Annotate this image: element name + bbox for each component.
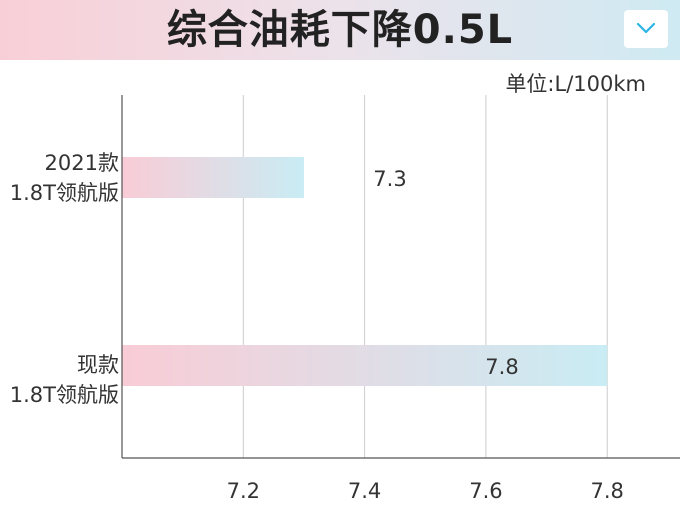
category-label-2021: 2021款 1.8T领航版 <box>4 148 119 208</box>
category-label-2021-line2: 1.8T领航版 <box>9 181 119 205</box>
x-tick-label: 7.4 <box>348 479 381 503</box>
x-tick-label: 7.6 <box>469 479 502 503</box>
category-label-2021-line1: 2021款 <box>44 151 119 175</box>
bar <box>122 157 304 198</box>
chevron-down-icon <box>636 22 656 34</box>
bar <box>122 345 608 386</box>
data-label: 7.8 <box>485 355 518 379</box>
data-label: 7.3 <box>373 167 406 191</box>
category-label-current-line1: 现款 <box>77 353 119 377</box>
category-label-current: 现款 1.8T领航版 <box>4 350 119 410</box>
title-banner <box>0 0 680 60</box>
x-tick-label: 7.2 <box>227 479 260 503</box>
x-tick-label: 7.8 <box>591 479 624 503</box>
chart-title: 综合油耗下降0.5L <box>166 7 514 53</box>
unit-label: 单位:L/100km <box>505 72 646 96</box>
collapse-button[interactable] <box>624 10 668 48</box>
category-label-current-line2: 1.8T领航版 <box>9 383 119 407</box>
